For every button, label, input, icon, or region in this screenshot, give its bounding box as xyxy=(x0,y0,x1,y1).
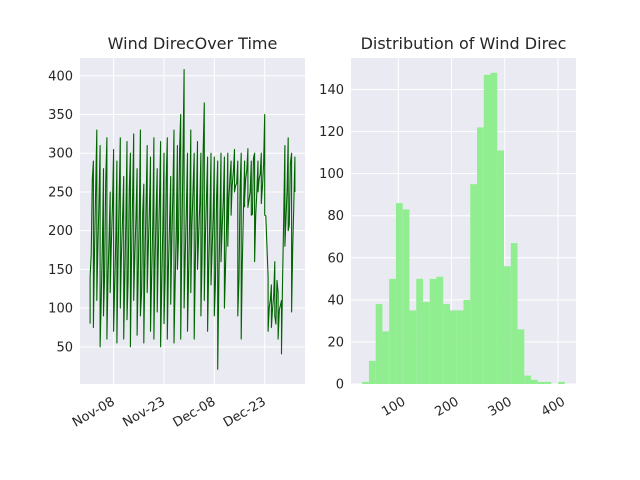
histogram-bar xyxy=(422,301,430,384)
histogram-title: Distribution of Wind Direc xyxy=(361,34,567,53)
histogram-y-ticks: 0 20 40 60 80 100 120 140 xyxy=(319,83,344,392)
line-y-tick-label: 250 xyxy=(48,185,73,200)
histogram-bar xyxy=(368,360,376,384)
hist-y-tick-label: 140 xyxy=(319,83,344,98)
line-x-tick-label: Nov-08 xyxy=(70,394,118,430)
line-chart-y-ticks: 50 100 150 200 250 300 350 400 xyxy=(48,69,73,355)
histogram-bar xyxy=(375,304,383,384)
line-x-tick-label: Dec-23 xyxy=(221,394,269,430)
hist-y-tick-label: 20 xyxy=(327,335,344,350)
histogram-bar xyxy=(504,266,511,384)
histogram-bar xyxy=(409,310,417,384)
histogram-bars xyxy=(362,72,565,385)
histogram-bar xyxy=(416,278,423,384)
hist-y-tick-label: 40 xyxy=(327,293,344,308)
line-y-tick-label: 100 xyxy=(48,302,73,317)
histogram-bar xyxy=(537,381,545,384)
histogram-bar xyxy=(395,203,403,384)
line-x-tick-label: Nov-23 xyxy=(120,394,168,430)
hist-x-tick-label: 300 xyxy=(486,394,515,419)
histogram-bar xyxy=(382,331,390,384)
histogram-bar xyxy=(558,381,565,384)
hist-y-tick-label: 0 xyxy=(336,378,344,393)
line-chart-x-ticks: Nov-08 Nov-23 Dec-08 Dec-23 xyxy=(70,394,269,430)
line-y-tick-label: 150 xyxy=(48,263,73,278)
hist-y-tick-label: 60 xyxy=(327,251,344,266)
histogram-bar xyxy=(497,150,505,384)
line-x-tick-label: Dec-08 xyxy=(171,394,219,430)
histogram-bar xyxy=(524,375,532,384)
histogram-bar xyxy=(483,74,491,384)
line-y-tick-label: 200 xyxy=(48,224,73,239)
hist-x-tick-label: 400 xyxy=(539,394,568,419)
histogram-bar xyxy=(470,184,478,384)
hist-y-tick-label: 120 xyxy=(319,125,344,140)
histogram-bar xyxy=(510,243,518,384)
histogram-x-ticks: 100 200 300 400 xyxy=(379,394,568,419)
histogram-bar xyxy=(436,276,444,384)
line-y-tick-label: 400 xyxy=(48,69,73,84)
histogram-bar xyxy=(389,278,396,384)
histogram-chart: Distribution of Wind Direc 0204060801001… xyxy=(319,34,576,420)
wind-direction-series-line xyxy=(89,69,296,370)
line-chart: Wind DirecOver Time 50 100 150 200 250 300 350… xyxy=(48,34,305,431)
histogram-bar xyxy=(463,299,471,384)
histogram-bar xyxy=(429,278,437,384)
histogram-bar xyxy=(443,304,450,384)
hist-x-tick-label: 200 xyxy=(433,394,462,419)
histogram-bar xyxy=(490,72,498,384)
histogram-bar xyxy=(402,209,410,384)
histogram-bar xyxy=(517,329,525,384)
line-chart-title: Wind DirecOver Time xyxy=(108,34,278,53)
histogram-bar xyxy=(531,379,538,384)
histogram-bar xyxy=(544,381,552,384)
histogram-bar xyxy=(456,310,464,384)
hist-y-tick-label: 100 xyxy=(319,167,344,182)
hist-y-tick-label: 80 xyxy=(327,209,344,224)
line-y-tick-label: 300 xyxy=(48,147,73,162)
histogram-bar xyxy=(362,381,369,384)
line-y-tick-label: 350 xyxy=(48,108,73,123)
line-y-tick-label: 50 xyxy=(56,340,73,355)
hist-x-tick-label: 100 xyxy=(379,394,408,419)
histogram-bar xyxy=(477,127,484,385)
histogram-bar xyxy=(449,310,457,384)
